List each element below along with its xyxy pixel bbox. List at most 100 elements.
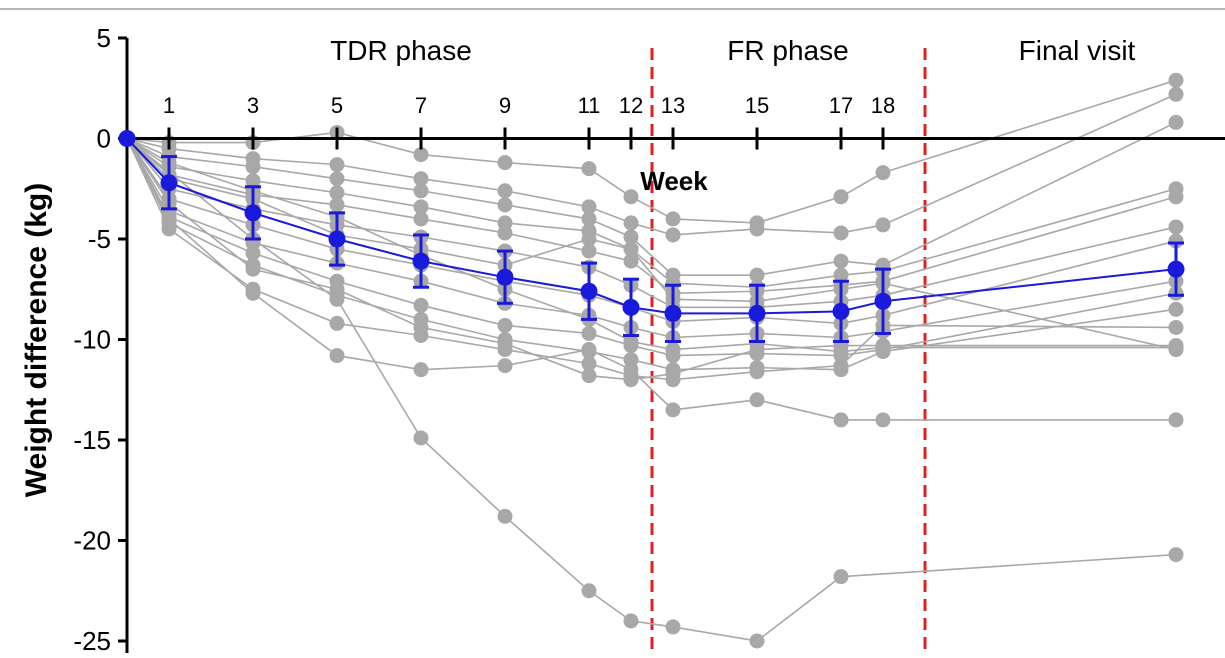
individual-data-point: [581, 583, 597, 599]
individual-data-point: [413, 319, 429, 335]
individual-data-point: [1168, 319, 1184, 335]
y-tick-label: -15: [73, 425, 111, 455]
individual-data-point: [581, 161, 597, 177]
labels: TDR phase FR phase Final visit Week Weight d…: [20, 35, 1136, 497]
individual-data-point: [1168, 412, 1184, 428]
individual-data-point: [581, 356, 597, 372]
individual-data-point: [623, 241, 639, 257]
individual-data-point: [875, 412, 891, 428]
mean-data-point: [496, 268, 514, 286]
individual-data-point: [833, 189, 849, 205]
mean-data-point: [874, 292, 892, 310]
x-tick-label: 7: [415, 93, 427, 118]
individual-data-point: [413, 147, 429, 163]
individual-data-point: [665, 366, 681, 382]
individual-data-point: [875, 217, 891, 233]
individual-data-point: [497, 225, 513, 241]
x-tick-label: 17: [829, 93, 853, 118]
y-tick-label: -25: [73, 626, 111, 653]
individual-data-point: [1168, 547, 1184, 563]
mean-data-point: [580, 282, 598, 300]
phase-label: TDR phase: [330, 35, 472, 66]
individual-data-point: [623, 613, 639, 629]
x-tick-label: 12: [619, 93, 643, 118]
axes: 50-5-10-15-20-251 3 5 7 9 11 12 13 15 17 18: [73, 23, 1225, 656]
individual-data-point: [833, 344, 849, 360]
phase-label: FR phase: [727, 35, 848, 66]
individual-data-point: [623, 334, 639, 350]
individual-data-point: [497, 183, 513, 199]
individual-data-point: [875, 165, 891, 181]
individual-data-point: [749, 364, 765, 380]
y-axis-title: Weight difference (kg): [20, 183, 53, 497]
individual-data-point: [1168, 86, 1184, 102]
individual-data-point: [161, 211, 177, 227]
individual-data-point: [329, 157, 345, 173]
individual-data-point: [329, 171, 345, 187]
individual-data-point: [749, 392, 765, 408]
individual-data-point: [665, 342, 681, 358]
individual-data-point: [581, 211, 597, 227]
phase-label: Final visit: [1019, 35, 1136, 66]
y-tick-label: -5: [88, 224, 111, 254]
individual-data-point: [413, 199, 429, 215]
individual-data-point: [581, 231, 597, 247]
individual-data-point: [497, 336, 513, 352]
individual-data-point: [245, 285, 261, 301]
individual-data-point: [581, 368, 597, 384]
mean-series-group: [118, 130, 1185, 344]
individual-data-point: [329, 291, 345, 307]
individual-data-point: [581, 199, 597, 215]
mean-data-point: [1167, 260, 1185, 278]
individual-data-point: [413, 183, 429, 199]
individual-data-point: [623, 253, 639, 269]
individual-data-point: [329, 185, 345, 201]
individual-data-point: [623, 189, 639, 205]
individual-data-point: [329, 348, 345, 364]
individual-data-point: [833, 569, 849, 585]
individual-data-point: [329, 315, 345, 331]
individual-data-point: [581, 342, 597, 358]
individual-data-point: [665, 211, 681, 227]
individual-data-point: [623, 215, 639, 231]
individual-data-point: [413, 297, 429, 313]
y-tick-label: -10: [73, 325, 111, 355]
individual-data-point: [245, 261, 261, 277]
individual-data-point: [497, 508, 513, 524]
x-tick-label: 1: [163, 93, 175, 118]
individual-data-point: [1168, 301, 1184, 317]
y-tick-label: -20: [73, 526, 111, 556]
individual-data-point: [875, 340, 891, 356]
x-tick-label: 18: [871, 93, 895, 118]
individual-data-point: [665, 227, 681, 243]
x-tick-label: 3: [247, 93, 259, 118]
mean-data-point: [664, 304, 682, 322]
individual-data-point: [329, 197, 345, 213]
x-tick-label: 13: [661, 93, 685, 118]
mean-data-point: [244, 204, 262, 222]
individual-data-point: [665, 402, 681, 418]
individual-data-point: [245, 159, 261, 175]
individual-data-point: [1168, 189, 1184, 205]
x-tick-label: 5: [331, 93, 343, 118]
individual-data-point: [1168, 340, 1184, 356]
individual-data-point: [623, 229, 639, 245]
mean-data-point: [622, 298, 640, 316]
individual-data-point: [497, 197, 513, 213]
mean-data-point: [328, 230, 346, 248]
individual-data-point: [833, 412, 849, 428]
x-tick-label: 9: [499, 93, 511, 118]
individual-data-point: [749, 633, 765, 649]
individual-data-point: [581, 243, 597, 259]
mean-data-point: [832, 302, 850, 320]
individual-data-point: [413, 171, 429, 187]
x-tick-label: 15: [745, 93, 769, 118]
individual-data-point: [413, 430, 429, 446]
x-axis-title: Week: [640, 166, 708, 196]
individual-data-point: [581, 325, 597, 341]
individual-data-point: [497, 317, 513, 333]
individual-data-point: [833, 358, 849, 374]
individual-data-point: [749, 221, 765, 237]
